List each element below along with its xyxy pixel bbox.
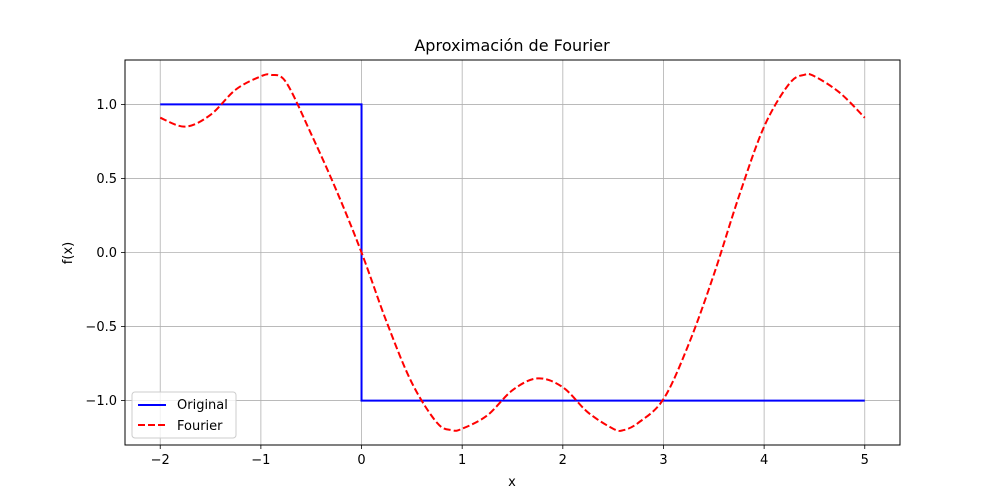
x-tick-label: −2 xyxy=(151,453,170,468)
y-tick-label: −1.0 xyxy=(85,394,117,409)
x-tick-label: 5 xyxy=(861,453,869,468)
x-tick-label: 0 xyxy=(357,453,365,468)
y-tick-label: 1.0 xyxy=(96,98,117,113)
legend-label-original: Original xyxy=(177,398,228,413)
plot-series xyxy=(159,72,866,432)
y-tick-label: 0.5 xyxy=(96,172,117,187)
x-tick-label: 1 xyxy=(458,453,466,468)
x-axis-ticks: −2 −1 0 1 2 3 4 5 xyxy=(151,445,869,468)
series-line-fourier xyxy=(159,72,866,432)
legend-label-fourier: Fourier xyxy=(177,419,223,434)
legend: Original Fourier xyxy=(131,391,237,439)
y-axis-ticks: 1.0 0.5 0.0 −0.5 −1.0 xyxy=(85,98,125,409)
x-tick-label: 3 xyxy=(659,453,667,468)
legend-box xyxy=(131,391,237,439)
x-tick-label: 4 xyxy=(760,453,768,468)
x-axis-label: x xyxy=(508,475,516,490)
y-tick-label: −0.5 xyxy=(85,320,117,335)
chart-title: Aproximación de Fourier xyxy=(414,36,610,55)
y-axis-label: f(x) xyxy=(61,242,76,264)
x-tick-label: −1 xyxy=(251,453,270,468)
x-tick-label: 2 xyxy=(559,453,567,468)
y-tick-label: 0.0 xyxy=(96,246,117,261)
